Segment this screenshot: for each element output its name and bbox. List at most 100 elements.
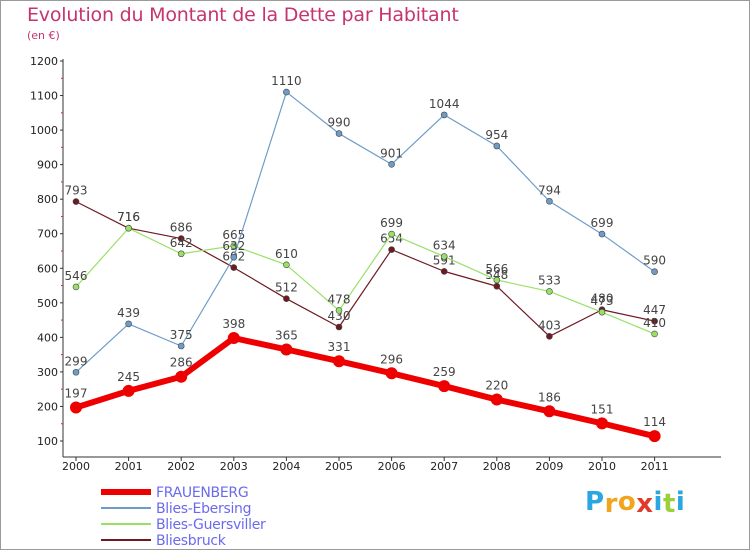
data-point-frauenberg [175,370,188,383]
data-point-bliesbruck [493,282,501,290]
data-point-blies-guersviller [493,276,501,284]
data-point-bliesbruck [546,333,553,340]
data-label-blies-guersviller: 478 [328,292,351,306]
data-point-blies-ebersing [546,197,553,205]
legend-swatch-bliesbruck [101,539,151,541]
data-point-frauenberg [648,430,661,443]
legend-item-bliesbruck: Bliesbruck [101,533,341,549]
data-point-blies-ebersing [440,111,448,119]
data-point-bliesbruck [72,198,80,205]
data-point-blies-ebersing [335,130,343,137]
data-point-bliesbruck [651,317,658,325]
data-point-blies-ebersing [598,230,606,238]
data-label-frauenberg: 259 [433,365,456,379]
y-tick-label: 700 [37,228,58,241]
data-label-blies-guersviller: 716 [117,210,140,224]
data-label-blies-ebersing: 699 [591,216,614,230]
data-label-blies-ebersing: 954 [485,128,508,142]
data-label-bliesbruck: 716 [117,210,140,224]
data-label-blies-ebersing: 1044 [429,97,460,111]
legend-label-bliesbruck: Bliesbruck [156,533,226,549]
data-point-bliesbruck [440,268,448,275]
data-point-blies-guersviller [125,224,132,232]
data-label-frauenberg: 186 [538,390,561,404]
data-label-blies-guersviller: 634 [433,239,456,253]
data-label-blies-ebersing: 990 [328,116,351,130]
data-label-blies-guersviller: 410 [643,316,666,330]
x-tick-label: 2004 [272,460,300,473]
x-tick-label: 2005 [325,460,353,473]
data-point-blies-ebersing [230,253,238,261]
data-label-bliesbruck: 512 [275,281,298,295]
data-point-blies-ebersing [493,142,501,150]
series-line-blies-ebersing [75,91,656,373]
data-point-frauenberg [490,393,503,406]
data-point-frauenberg [385,367,398,380]
chart-subtitle: (en €) [27,29,60,42]
data-label-frauenberg: 114 [643,415,666,429]
x-tick-label: 2003 [220,460,248,473]
data-label-frauenberg: 220 [485,379,508,393]
legend-swatch-frauenberg [101,489,151,495]
y-tick-label: 1100 [30,90,58,103]
data-label-blies-ebersing: 794 [538,183,561,197]
data-point-bliesbruck [230,264,238,271]
data-label-blies-guersviller: 566 [485,262,508,276]
data-label-blies-guersviller: 610 [275,247,298,261]
legend-label-blies-guersviller: Blies-Guersviller [156,517,266,533]
data-label-bliesbruck: 403 [538,318,561,332]
data-label-blies-ebersing: 901 [380,146,403,160]
data-point-blies-ebersing [388,160,395,168]
legend-item-frauenberg: FRAUENBERG [101,485,341,501]
data-point-bliesbruck [335,323,343,331]
series-line-bliesbruck [75,201,656,337]
data-point-bliesbruck [283,295,290,302]
data-point-blies-guersviller [283,261,290,269]
legend-item-blies-guersviller: Blies-Guersviller [101,517,341,533]
data-point-blies-guersviller [335,307,343,314]
legend-label-frauenberg: FRAUENBERG [156,485,249,501]
data-point-blies-guersviller [230,242,238,250]
data-label-bliesbruck: 430 [328,309,351,323]
x-tick-label: 2009 [535,460,563,473]
data-point-blies-guersviller [388,230,395,238]
x-tick-label: 2006 [378,460,406,473]
data-point-blies-ebersing [177,342,185,350]
data-label-frauenberg: 331 [328,340,351,354]
x-tick-label: 2001 [115,460,143,473]
data-label-bliesbruck: 686 [170,221,193,235]
data-point-frauenberg [227,332,240,345]
data-label-bliesbruck: 447 [643,303,666,317]
data-label-bliesbruck: 548 [485,268,508,282]
x-tick-label: 2002 [167,460,195,473]
y-tick-label: 300 [37,366,58,379]
data-point-blies-ebersing [283,88,290,96]
data-label-frauenberg: 296 [380,352,403,366]
y-tick-label: 100 [37,435,58,448]
x-tick-label: 2011 [641,460,669,473]
data-label-blies-ebersing: 299 [65,354,88,368]
chart-title: Evolution du Montant de la Dette par Hab… [27,4,459,26]
legend-swatch-blies-ebersing [101,507,151,509]
y-tick-label: 1200 [30,55,58,68]
data-label-blies-guersviller: 533 [538,273,561,287]
chart-legend: FRAUENBERG Blies-Ebersing Blies-Guersvil… [101,485,341,549]
data-point-blies-guersviller [598,308,606,316]
data-point-frauenberg [438,380,451,393]
data-point-blies-guersviller [177,250,185,258]
series-line-frauenberg [73,335,658,440]
data-point-blies-guersviller [651,330,658,338]
data-point-blies-ebersing [651,268,658,276]
data-label-frauenberg: 286 [170,356,193,370]
x-tick-label: 2007 [430,460,458,473]
data-label-frauenberg: 197 [65,386,88,400]
y-tick-label: 400 [37,331,58,344]
y-tick-label: 800 [37,193,58,206]
y-tick-label: 900 [37,159,58,172]
data-point-blies-guersviller [72,283,80,291]
data-point-blies-guersviller [440,253,448,260]
data-point-blies-guersviller [546,288,553,295]
y-tick-label: 1000 [30,124,58,137]
